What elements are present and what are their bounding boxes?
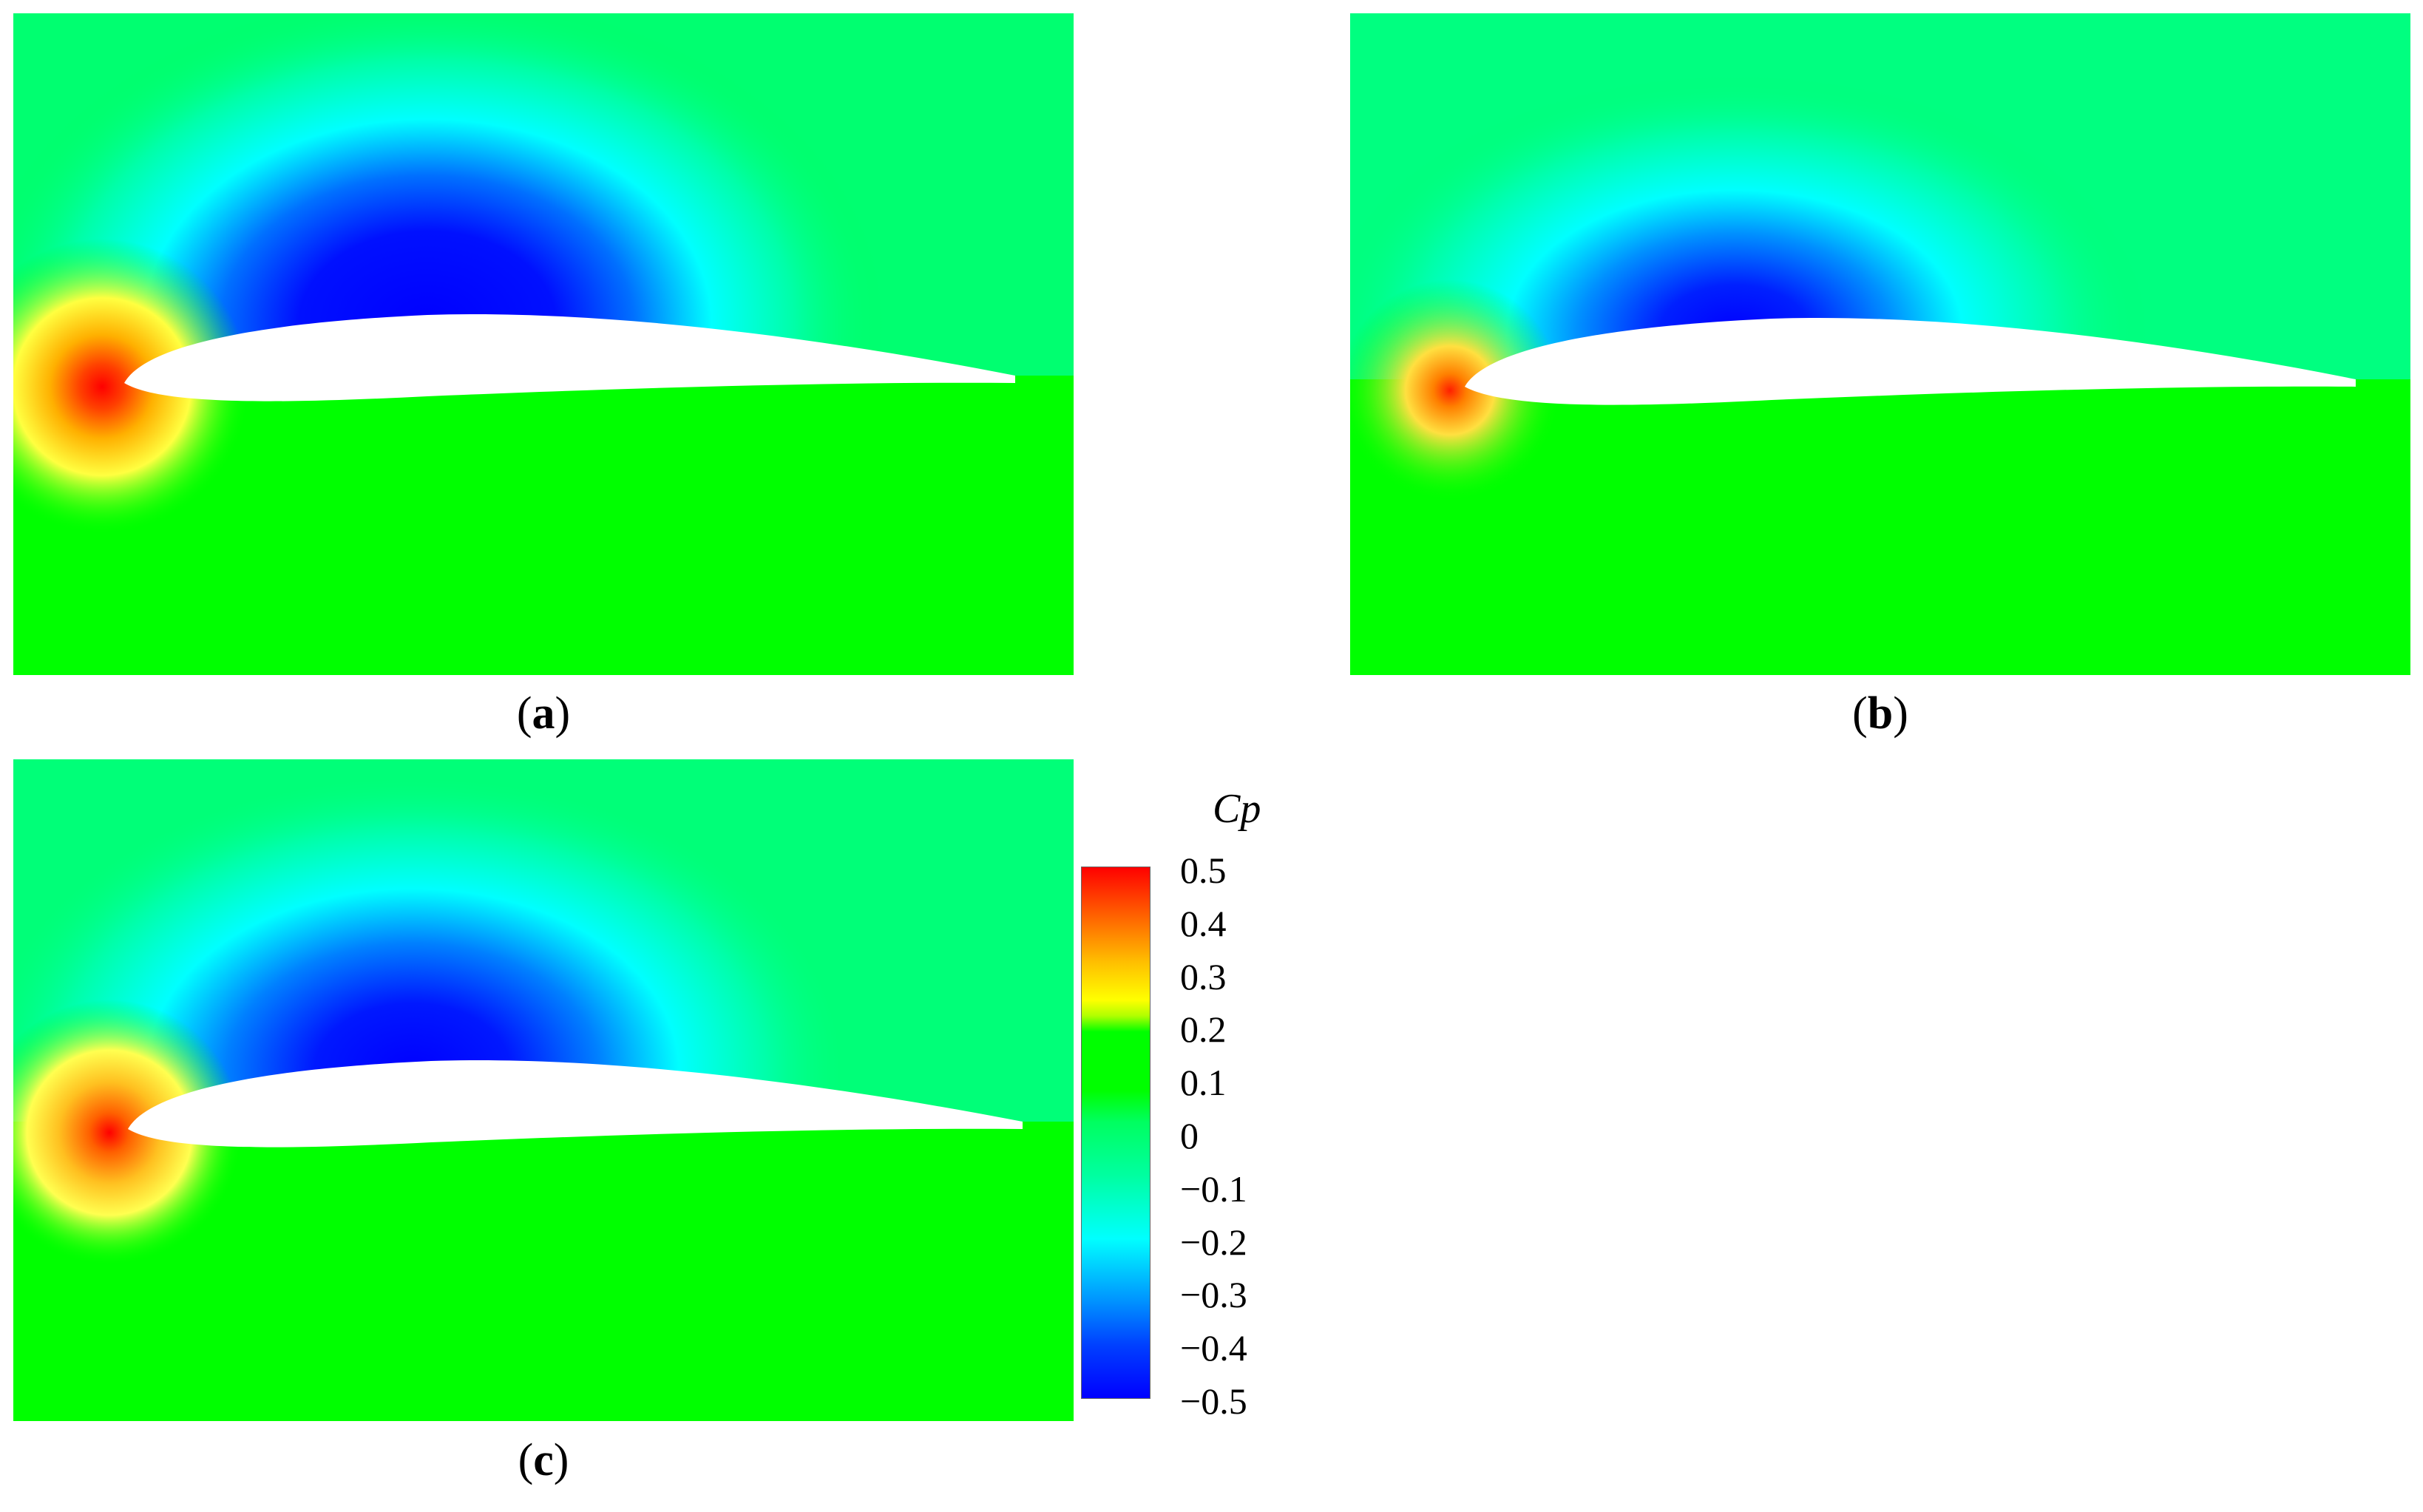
colorbar-tick: −0.2 [1180, 1221, 1247, 1263]
pressure-contour-panel-a [13, 13, 1074, 675]
contour-plot-b [1350, 13, 2410, 675]
stagnation-region-c [13, 1000, 243, 1266]
colorbar-tick: 0 [1180, 1115, 1199, 1156]
colorbar-tick: −0.3 [1180, 1274, 1247, 1316]
colorbar-tick: 0.3 [1180, 955, 1227, 997]
colorbar-tick: 0.4 [1180, 902, 1227, 944]
colorbar-tick: 0.5 [1180, 850, 1227, 891]
airfoil-c [128, 1060, 1023, 1147]
pressure-contour-panel-c [13, 759, 1074, 1421]
colorbar-tick: 0.2 [1180, 1008, 1227, 1051]
airfoil-a [124, 313, 1015, 401]
colorbar-tick: 0.1 [1180, 1062, 1227, 1104]
colorbar [1081, 867, 1150, 1399]
contour-plot-c [13, 759, 1074, 1421]
caption-b: (b) [1852, 688, 1908, 739]
caption-c: (c) [518, 1435, 569, 1485]
pressure-contour-panel-b [1350, 13, 2410, 675]
airfoil-b [1465, 317, 2356, 405]
colorbar-tick: −0.5 [1180, 1380, 1247, 1422]
colorbar-tick: −0.1 [1180, 1167, 1247, 1210]
colorbar-title: Cp [1213, 786, 1261, 832]
colorbar-tick: −0.4 [1180, 1327, 1247, 1369]
contour-plot-a [13, 13, 1074, 675]
caption-a: (a) [516, 688, 571, 739]
stagnation-region-b [1350, 279, 1561, 501]
stagnation-region-a [13, 239, 250, 535]
